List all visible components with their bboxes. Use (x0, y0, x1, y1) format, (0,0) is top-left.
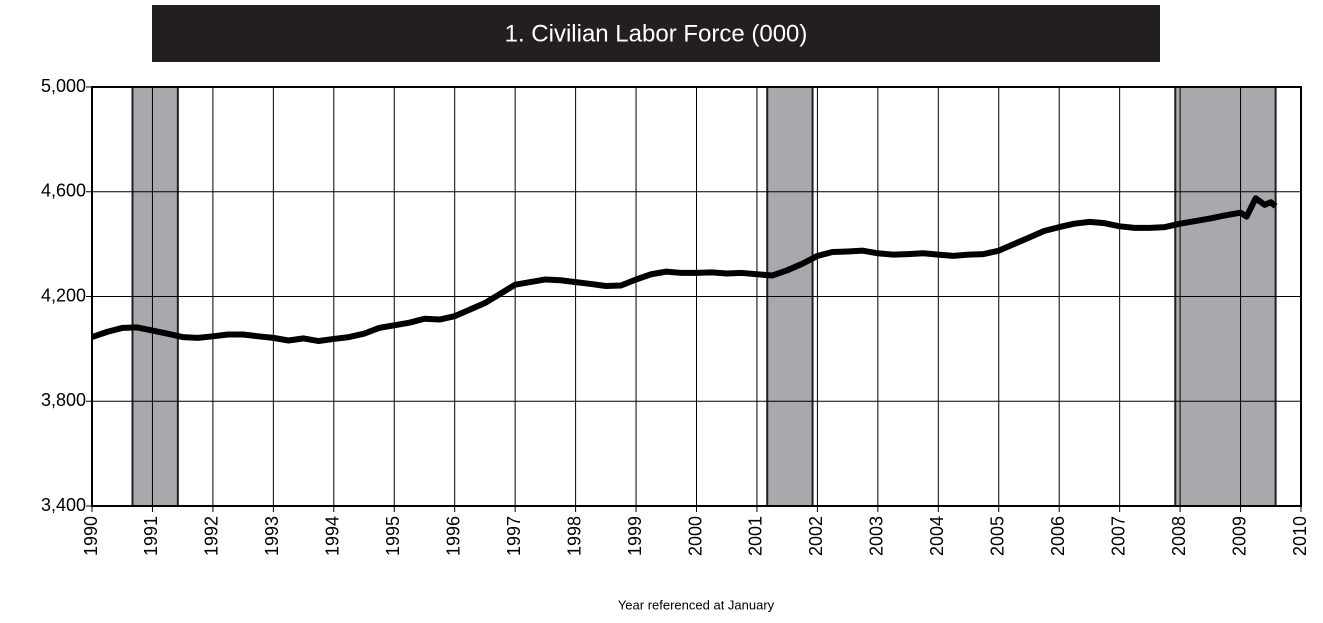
x-tick-label: 2001 (746, 516, 766, 556)
y-tick-label: 5,000 (41, 76, 86, 96)
x-tick-label: 1999 (625, 516, 645, 556)
x-tick-label: 1993 (262, 516, 282, 556)
x-tick-label: 2010 (1290, 516, 1310, 556)
x-tick-label: 2009 (1229, 516, 1249, 556)
x-tick-label: 2008 (1169, 516, 1189, 556)
x-tick-label: 1996 (443, 516, 463, 556)
x-tick-label: 2003 (867, 516, 887, 556)
y-tick-label: 4,600 (41, 181, 86, 201)
x-tick-label: 1990 (81, 516, 101, 556)
title-box (152, 5, 1160, 62)
y-tick-label: 3,400 (41, 495, 86, 515)
chart-title: 1. Civilian Labor Force (000) (505, 20, 808, 47)
x-tick-label: 2006 (1048, 516, 1068, 556)
x-tick-label: 1997 (504, 516, 524, 556)
x-tick-label: 1998 (564, 516, 584, 556)
plot-border (91, 86, 1302, 507)
x-tick-label: 1994 (323, 516, 343, 556)
x-tick-label: 2005 (988, 516, 1008, 556)
data-line (91, 195, 1278, 345)
x-tick-label: 2004 (927, 516, 947, 556)
x-tick-label: 1991 (141, 516, 161, 556)
x-tick-label: 1992 (202, 516, 222, 556)
x-tick-label: 2002 (806, 516, 826, 556)
y-tick-label: 4,200 (41, 285, 86, 305)
x-axis-label: Year referenced at January (618, 597, 775, 612)
x-tick-label: 1995 (383, 516, 403, 556)
x-tick-label: 2007 (1108, 516, 1128, 556)
x-tick-label: 2000 (685, 516, 705, 556)
y-tick-label: 3,800 (41, 390, 86, 410)
